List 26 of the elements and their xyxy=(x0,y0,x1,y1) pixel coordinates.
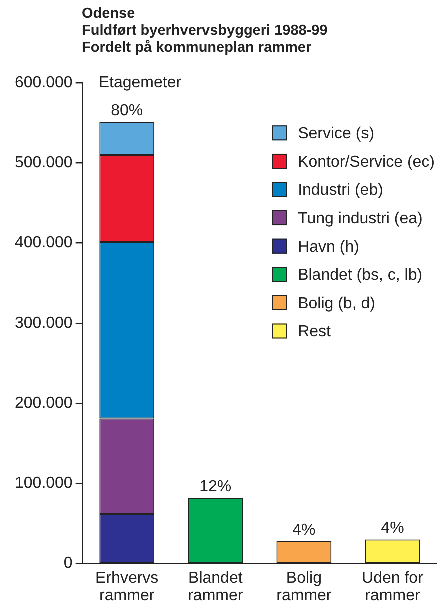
annotation: 4% xyxy=(381,520,404,538)
y-tick-label: 0 xyxy=(64,555,73,572)
chart-title: Odense xyxy=(82,6,136,23)
chart-subtitle: Fuldført byerhvervsbyggeri 1988-99 Fordelt på kommuneplan rammer xyxy=(82,23,328,57)
y-tick-label: 200.000 xyxy=(14,394,73,412)
x-tick-label: Bolig rammer xyxy=(276,570,332,605)
legend-label: Service (s) xyxy=(298,126,375,143)
annotation: 80% xyxy=(111,102,144,120)
y-tick-label: 100.000 xyxy=(14,475,73,492)
legend-label: Tung industri (ea) xyxy=(298,210,423,228)
legend-label: Industri (eb) xyxy=(298,182,384,200)
legend-label: Havn (h) xyxy=(298,238,360,256)
y-tick-label: 400.000 xyxy=(14,234,73,252)
y-tick-label: 300.000 xyxy=(14,314,73,332)
x-tick-label: Erhvervs rammer xyxy=(96,570,159,605)
x-tick-label: Uden for rammer xyxy=(362,570,424,605)
annotation: 12% xyxy=(200,478,232,496)
legend-label: Blandet (bs, c, lb) xyxy=(298,267,423,284)
y-axis-title: Etagemeter xyxy=(98,74,182,92)
legend-label: Kontor/Service (ec) xyxy=(298,154,435,171)
legend-label: Rest xyxy=(298,324,332,341)
y-tick-label: 600.000 xyxy=(14,74,73,92)
x-tick-label: Blandet rammer xyxy=(188,570,244,605)
y-tick-label: 500.000 xyxy=(14,154,73,172)
annotation: 4% xyxy=(292,522,316,539)
legend-label: Bolig (b, d) xyxy=(298,295,376,312)
